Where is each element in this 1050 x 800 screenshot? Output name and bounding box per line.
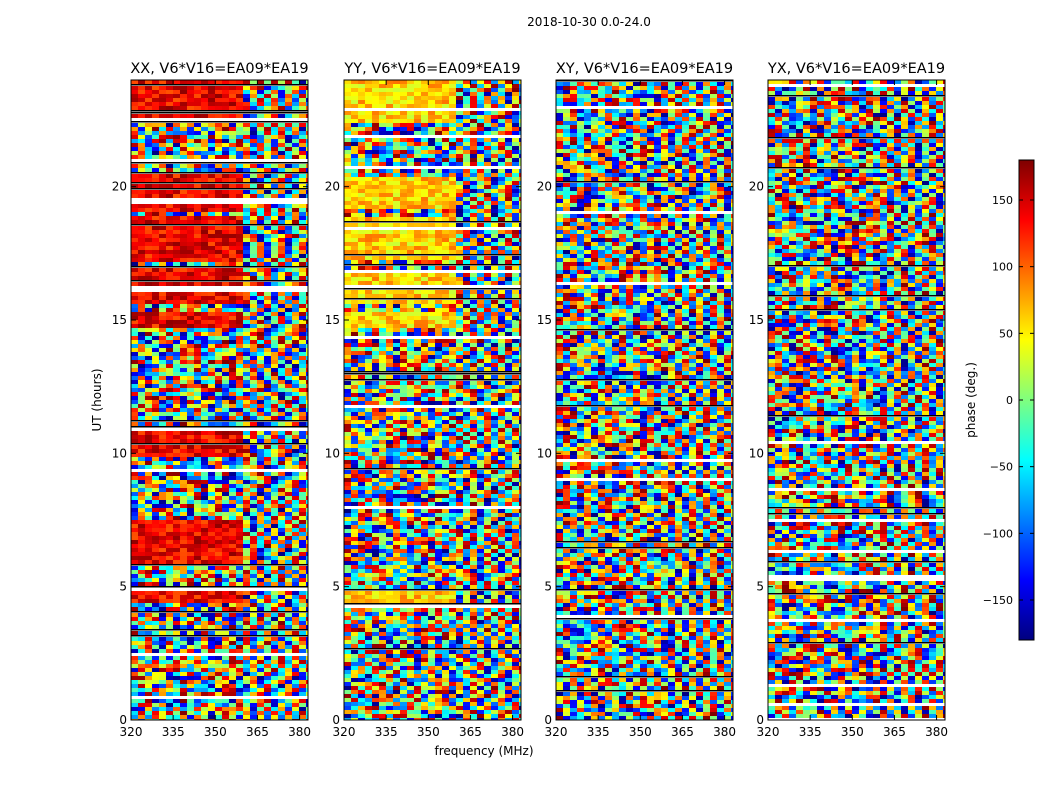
colorbar-tick-label: 150 <box>992 194 1013 207</box>
x-tick-label: 380 <box>501 725 524 739</box>
x-tick-label: 320 <box>757 725 780 739</box>
y-tick-label: 20 <box>112 180 127 194</box>
panel-frame <box>767 79 946 721</box>
y-tick-label: 15 <box>112 313 127 327</box>
y-tick-label: 5 <box>544 580 552 594</box>
x-tick-label: 350 <box>629 725 652 739</box>
heatmap-panel: YX, V6*V16=EA09*EA19 320 335 350 365 380 0 5 10 1… <box>749 61 948 739</box>
y-axis-label: UT (hours) <box>90 368 104 431</box>
x-tick-label: 380 <box>925 725 948 739</box>
heatmap-panel: XY, V6*V16=EA09*EA19 320 335 350 365 380 0 5 10 1… <box>537 61 736 739</box>
colorbar-tick-label: 0 <box>1006 394 1013 407</box>
y-tick-label: 20 <box>749 180 764 194</box>
x-tick-label: 380 <box>288 725 311 739</box>
y-tick-label: 5 <box>332 580 340 594</box>
colorbar-tick-label: −50 <box>990 461 1013 474</box>
panel-frame <box>343 79 522 721</box>
panel-title: YY, V6*V16=EA09*EA19 <box>343 61 520 77</box>
x-tick-label: 350 <box>841 725 864 739</box>
x-tick-label: 320 <box>120 725 143 739</box>
y-tick-label: 20 <box>537 180 552 194</box>
y-tick-label: 5 <box>119 580 127 594</box>
x-tick-label: 335 <box>375 725 398 739</box>
y-tick-label: 15 <box>537 313 552 327</box>
panel-title: YX, V6*V16=EA09*EA19 <box>767 61 945 77</box>
panel-title: XY, V6*V16=EA09*EA19 <box>556 61 733 77</box>
colorbar-tick-label: 100 <box>992 261 1013 274</box>
x-tick-label: 350 <box>204 725 227 739</box>
heatmap-cells <box>556 80 733 720</box>
y-tick-label: 10 <box>112 446 127 460</box>
y-tick-label: 0 <box>544 713 552 727</box>
colorbar-ticks: −150 −100 −50 0 50 100 150 <box>983 194 1034 607</box>
y-tick-label: 0 <box>332 713 340 727</box>
panel-frame <box>555 79 734 721</box>
colorbar: −150 −100 −50 0 50 100 150 phase (deg.) <box>964 159 1035 641</box>
x-tick-label: 335 <box>587 725 610 739</box>
heatmap-panels: XX, V6*V16=EA09*EA19 320 335 350 365 380 0 5 10 1… <box>112 61 948 739</box>
y-tick-label: 10 <box>325 446 340 460</box>
figure-title: 2018-10-30 0.0-24.0 <box>527 15 651 29</box>
x-tick-label: 320 <box>545 725 568 739</box>
x-tick-label: 380 <box>713 725 736 739</box>
x-tick-label: 365 <box>671 725 694 739</box>
y-tick-label: 10 <box>749 446 764 460</box>
x-tick-label: 335 <box>799 725 822 739</box>
heatmap-cells <box>768 80 945 720</box>
heatmap-cells <box>131 80 308 720</box>
x-tick-label: 365 <box>883 725 906 739</box>
x-tick-label: 320 <box>333 725 356 739</box>
y-tick-label: 5 <box>756 580 764 594</box>
colorbar-label: phase (deg.) <box>964 362 978 438</box>
panel-frame <box>130 79 309 721</box>
y-tick-label: 20 <box>325 180 340 194</box>
y-tick-label: 15 <box>749 313 764 327</box>
y-tick-label: 15 <box>325 313 340 327</box>
y-tick-label: 10 <box>537 446 552 460</box>
colorbar-tick-label: −100 <box>983 527 1013 540</box>
panel-title: XX, V6*V16=EA09*EA19 <box>130 61 308 77</box>
heatmap-panel: XX, V6*V16=EA09*EA19 320 335 350 365 380 0 5 10 1… <box>112 61 311 739</box>
heatmap-cells <box>344 80 521 720</box>
x-tick-label: 350 <box>417 725 440 739</box>
y-tick-label: 0 <box>119 713 127 727</box>
colorbar-tick-label: −150 <box>983 594 1013 607</box>
colorbar-tick-label: 50 <box>999 327 1013 340</box>
x-tick-label: 365 <box>246 725 269 739</box>
x-axis-label: frequency (MHz) <box>434 744 533 758</box>
x-tick-label: 365 <box>459 725 482 739</box>
x-tick-label: 335 <box>162 725 185 739</box>
y-tick-label: 0 <box>756 713 764 727</box>
heatmap-panel: YY, V6*V16=EA09*EA19 320 335 350 365 380 0 5 10 1… <box>325 61 524 739</box>
